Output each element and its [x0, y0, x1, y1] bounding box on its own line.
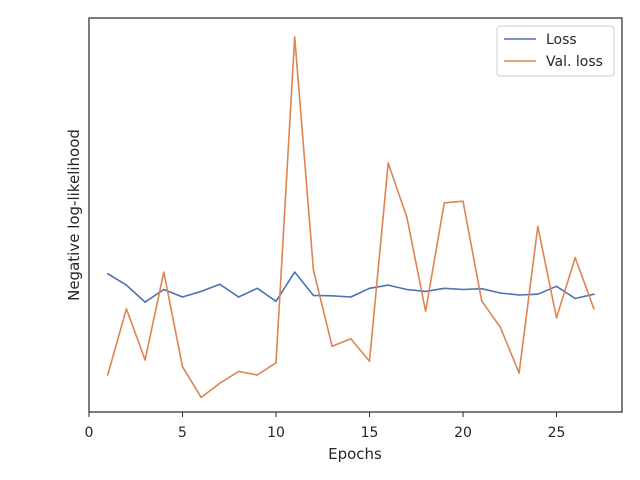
- data-point: [275, 362, 277, 364]
- data-point: [181, 365, 184, 368]
- data-point: [331, 345, 333, 348]
- data-point: [555, 317, 558, 319]
- data-point: [106, 272, 109, 275]
- series-layer: [106, 36, 595, 399]
- data-point: [537, 293, 539, 296]
- x-axis-label: Epochs: [328, 445, 382, 463]
- data-point: [106, 374, 109, 376]
- plot-frame: [88, 17, 623, 413]
- x-axis: 0 5 10 15 20 25: [85, 412, 566, 441]
- data-point: [387, 162, 390, 164]
- data-point: [256, 287, 259, 290]
- data-point: [293, 36, 296, 38]
- data-point: [574, 297, 576, 300]
- data-point: [219, 283, 221, 286]
- plot-background: [89, 18, 622, 412]
- x-tick-label: 15: [361, 425, 379, 441]
- data-point: [331, 295, 333, 297]
- x-tick-label: 5: [178, 425, 187, 441]
- data-point: [293, 271, 296, 273]
- data-point: [406, 216, 408, 219]
- data-point: [144, 301, 146, 303]
- data-point: [593, 308, 595, 310]
- data-point: [499, 326, 502, 329]
- data-point: [480, 287, 483, 290]
- data-point: [537, 225, 539, 228]
- data-point: [462, 200, 464, 202]
- data-point: [219, 382, 221, 385]
- data-point: [237, 296, 240, 298]
- data-point: [443, 202, 446, 204]
- data-point: [125, 308, 128, 310]
- data-point: [593, 293, 595, 296]
- data-point: [312, 294, 315, 297]
- data-point: [125, 284, 128, 286]
- data-point: [350, 337, 352, 340]
- data-point: [350, 296, 352, 298]
- data-point: [499, 292, 502, 294]
- data-point: [518, 294, 520, 296]
- data-point: [443, 287, 446, 290]
- data-point: [200, 290, 202, 293]
- x-tick-label: 10: [267, 425, 285, 441]
- data-point: [256, 374, 259, 376]
- data-point: [368, 287, 371, 290]
- legend-label-val-loss: Val. loss: [546, 54, 603, 70]
- data-point: [163, 271, 165, 273]
- data-point: [275, 300, 277, 303]
- data-point: [406, 288, 408, 291]
- data-point: [424, 310, 427, 312]
- data-point: [574, 256, 576, 259]
- data-point: [144, 359, 146, 361]
- x-tick-label: 0: [85, 425, 94, 441]
- data-point: [424, 290, 427, 293]
- data-point: [462, 288, 464, 291]
- data-point: [237, 370, 240, 373]
- data-point: [480, 300, 483, 302]
- x-tick-label: 25: [548, 425, 566, 441]
- data-point: [387, 284, 390, 286]
- y-axis-label: Negative log-likelihood: [65, 129, 83, 301]
- data-point: [368, 360, 371, 363]
- data-point: [181, 296, 184, 298]
- data-point: [200, 396, 202, 399]
- legend: Loss Val. loss: [496, 25, 615, 77]
- legend-label-loss: Loss: [546, 32, 577, 48]
- data-point: [555, 285, 558, 288]
- x-tick-label: 20: [454, 425, 472, 441]
- data-point: [163, 288, 165, 291]
- data-point: [312, 269, 315, 271]
- data-point: [518, 372, 520, 374]
